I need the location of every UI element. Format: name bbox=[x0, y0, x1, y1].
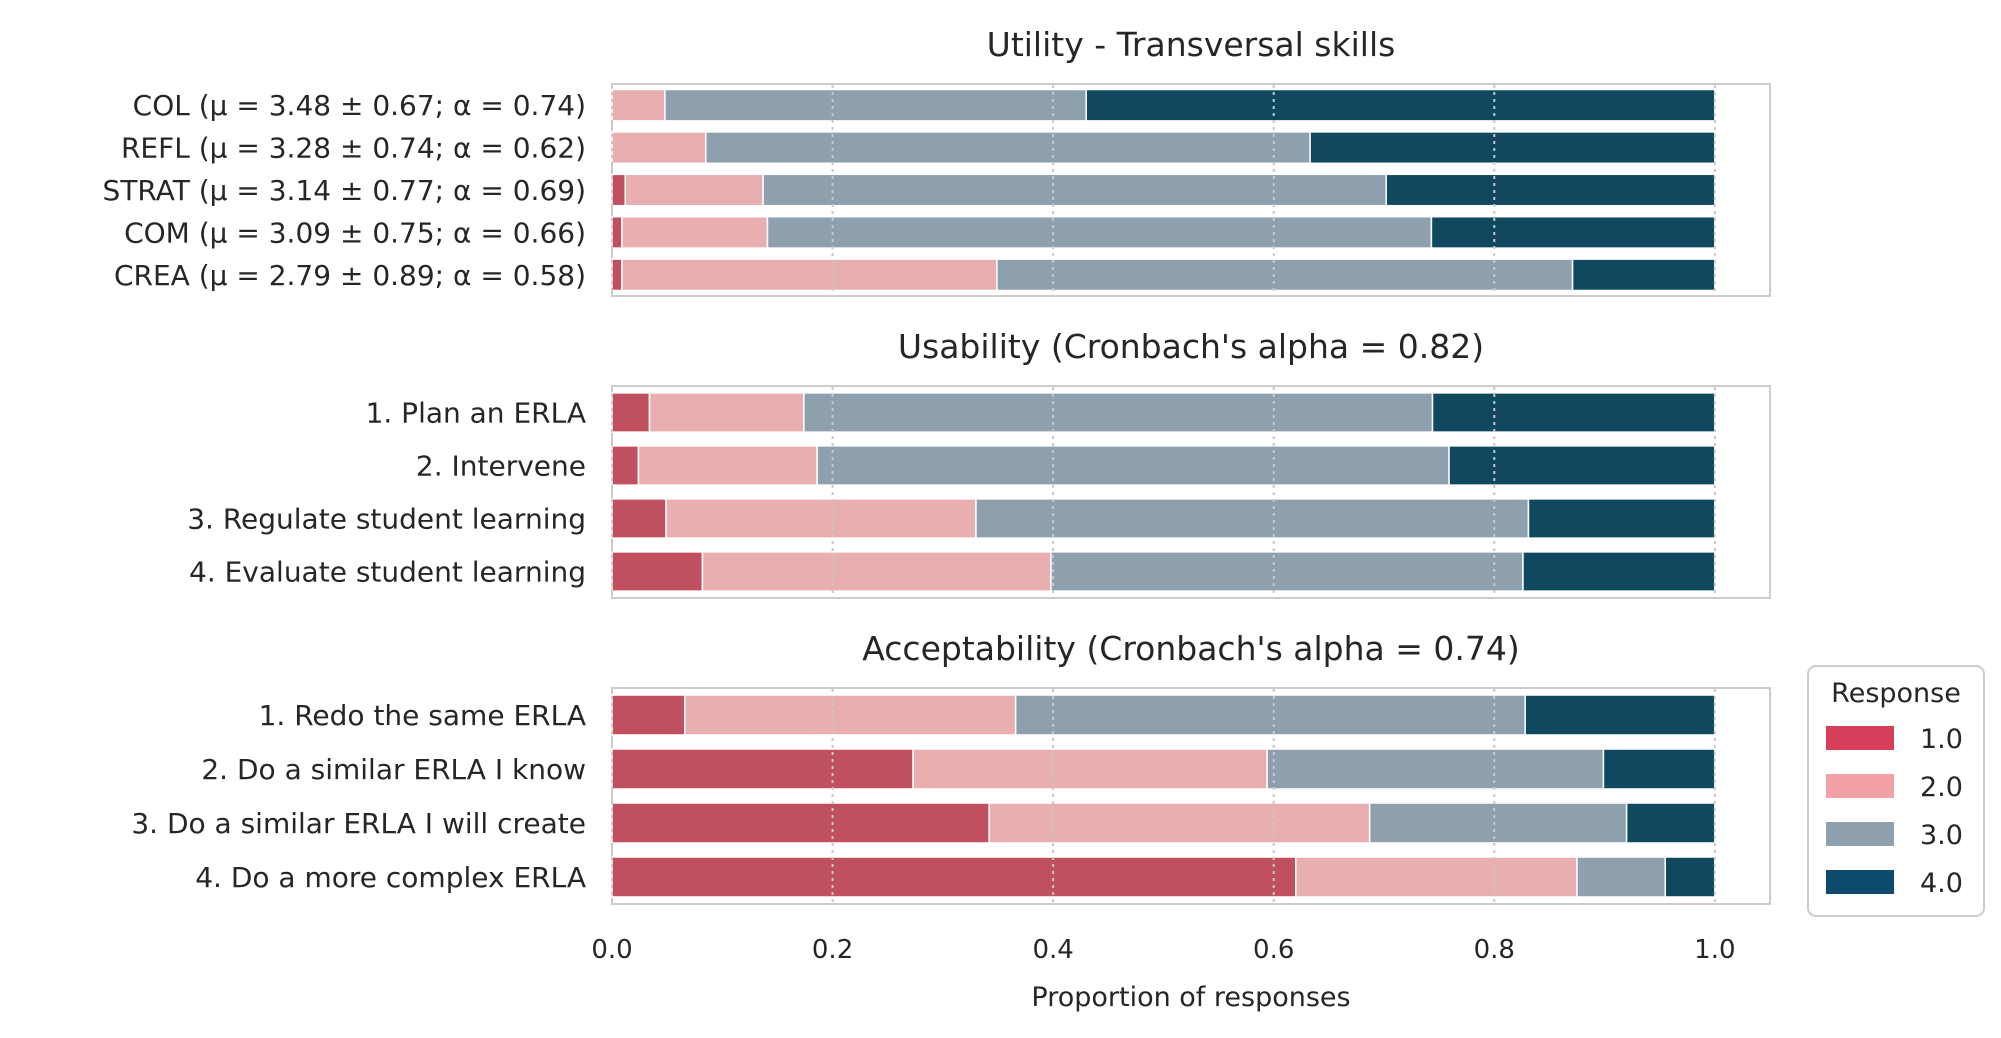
bar-segment-4.0 bbox=[1664, 856, 1716, 898]
x-tick-label: 0.6 bbox=[1253, 935, 1294, 965]
legend-swatch bbox=[1826, 774, 1894, 798]
bar-segment-4.0 bbox=[1085, 88, 1716, 122]
bar-segment-4.0 bbox=[1571, 258, 1716, 292]
category-label: 1. Plan an ERLA bbox=[366, 397, 586, 430]
panel-title: Utility - Transversal skills bbox=[987, 25, 1396, 64]
bar-segment-4.0 bbox=[1430, 215, 1716, 249]
bar-segment-3.0 bbox=[1368, 802, 1628, 844]
bar-segment-4.0 bbox=[1522, 551, 1716, 592]
category-label: 3. Regulate student learning bbox=[187, 503, 586, 536]
bar-segment-2.0 bbox=[648, 392, 805, 433]
legend-label: 4.0 bbox=[1920, 868, 1963, 899]
x-tick-label: 0.4 bbox=[1032, 935, 1073, 965]
bar-segment-4.0 bbox=[1625, 802, 1716, 844]
bar-segment-1.0 bbox=[611, 173, 626, 207]
legend-label: 1.0 bbox=[1920, 724, 1963, 755]
bar-segment-4.0 bbox=[1385, 173, 1716, 207]
bar-segment-1.0 bbox=[611, 392, 651, 433]
legend-title: Response bbox=[1831, 678, 1961, 709]
bar-segment-3.0 bbox=[704, 131, 1311, 165]
category-label: COL (μ = 3.48 ± 0.67; α = 0.74) bbox=[133, 89, 586, 122]
panel-title: Acceptability (Cronbach's alpha = 0.74) bbox=[862, 629, 1519, 668]
category-label: REFL (μ = 3.28 ± 0.74; α = 0.62) bbox=[121, 132, 586, 165]
bar-segment-1.0 bbox=[611, 748, 914, 790]
panel-title: Usability (Cronbach's alpha = 0.82) bbox=[898, 327, 1484, 366]
category-label: 4. Evaluate student learning bbox=[189, 556, 586, 589]
chart-panels: Utility - Transversal skills COL (μ = 3.4… bbox=[103, 25, 1771, 905]
bar-segment-2.0 bbox=[988, 802, 1371, 844]
bar-segment-3.0 bbox=[1050, 551, 1524, 592]
bar-segment-3.0 bbox=[766, 215, 1433, 249]
bar-segment-1.0 bbox=[611, 258, 623, 292]
x-tick-label: 0.8 bbox=[1474, 935, 1515, 965]
panel-2: Usability (Cronbach's alpha = 0.82) 1. Pl… bbox=[187, 327, 1771, 599]
bar-segment-2.0 bbox=[621, 215, 769, 249]
bar-segment-3.0 bbox=[664, 88, 1087, 122]
bar-segment-3.0 bbox=[996, 258, 1574, 292]
bar-segment-3.0 bbox=[1266, 748, 1605, 790]
bar-segment-2.0 bbox=[621, 258, 998, 292]
bar-segment-1.0 bbox=[611, 215, 623, 249]
bar-segment-1.0 bbox=[611, 551, 704, 592]
bar-segment-3.0 bbox=[1014, 694, 1526, 736]
bar-segment-4.0 bbox=[1524, 694, 1716, 736]
x-axis-label: Proportion of responses bbox=[1031, 982, 1350, 1013]
bar-segment-2.0 bbox=[665, 498, 977, 539]
bar-segment-3.0 bbox=[803, 392, 1434, 433]
panel-1: Utility - Transversal skills COL (μ = 3.4… bbox=[103, 25, 1771, 297]
bar-segment-1.0 bbox=[611, 856, 1297, 898]
category-label: COM (μ = 3.09 ± 0.75; α = 0.66) bbox=[124, 216, 586, 249]
bar-segment-4.0 bbox=[1431, 392, 1716, 433]
category-label: 2. Intervene bbox=[416, 450, 586, 483]
x-tick-label: 0.0 bbox=[591, 935, 632, 965]
panel-3: Acceptability (Cronbach's alpha = 0.74) 1… bbox=[131, 629, 1771, 905]
bar-segment-2.0 bbox=[684, 694, 1017, 736]
bar-segment-4.0 bbox=[1309, 131, 1716, 165]
bar-segment-1.0 bbox=[611, 498, 667, 539]
bar-segment-2.0 bbox=[637, 445, 818, 486]
x-axis: 0.0 0.2 0.4 0.6 0.8 1.0 Proportion of response… bbox=[591, 935, 1735, 1013]
bar-segment-3.0 bbox=[975, 498, 1530, 539]
bar-segment-4.0 bbox=[1448, 445, 1716, 486]
legend-swatch bbox=[1826, 870, 1894, 894]
category-label: 4. Do a more complex ERLA bbox=[195, 861, 586, 894]
x-tick-label: 1.0 bbox=[1694, 935, 1735, 965]
category-label: 2. Do a similar ERLA I know bbox=[201, 753, 586, 786]
legend-swatch bbox=[1826, 822, 1894, 846]
bar-segment-4.0 bbox=[1527, 498, 1716, 539]
bar-segment-3.0 bbox=[1576, 856, 1666, 898]
legend-swatch bbox=[1826, 726, 1894, 750]
bar-segment-2.0 bbox=[1295, 856, 1578, 898]
bar-segment-3.0 bbox=[762, 173, 1387, 207]
bar-segment-2.0 bbox=[701, 551, 1052, 592]
category-label: STRAT (μ = 3.14 ± 0.77; α = 0.69) bbox=[103, 174, 586, 207]
bar-segment-3.0 bbox=[816, 445, 1450, 486]
bar-segment-1.0 bbox=[611, 445, 640, 486]
category-label: 1. Redo the same ERLA bbox=[259, 699, 586, 732]
category-label: CREA (μ = 2.79 ± 0.89; α = 0.58) bbox=[114, 259, 586, 292]
legend-label: 2.0 bbox=[1920, 772, 1963, 803]
legend-label: 3.0 bbox=[1920, 820, 1963, 851]
bar-segment-4.0 bbox=[1602, 748, 1716, 790]
bar-segment-1.0 bbox=[611, 802, 990, 844]
bar-segment-1.0 bbox=[611, 694, 686, 736]
bar-segment-2.0 bbox=[624, 173, 764, 207]
bar-segment-2.0 bbox=[912, 748, 1268, 790]
bar-segment-2.0 bbox=[611, 131, 707, 165]
bar-segment-2.0 bbox=[611, 88, 666, 122]
x-tick-label: 0.2 bbox=[812, 935, 853, 965]
legend: Response 1.0 2.0 3.0 4.0 bbox=[1807, 665, 1985, 917]
category-label: 3. Do a similar ERLA I will create bbox=[131, 807, 586, 840]
